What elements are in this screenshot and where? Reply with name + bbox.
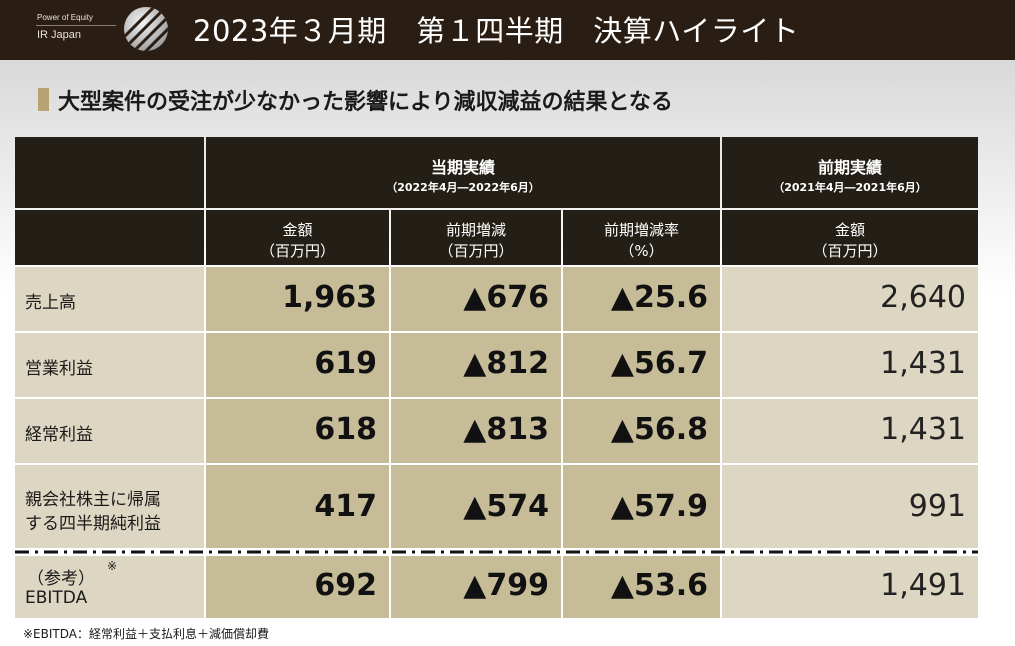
table-corner-cell-2: [15, 210, 204, 265]
current-period-range: （2022年4月―2022年6月）: [386, 181, 540, 194]
col-header-change-label: 前期増減: [445, 221, 506, 239]
row-amount: 618: [314, 412, 377, 447]
previous-period-header: 前期実績 （2021年4月―2021年6月）: [722, 137, 978, 208]
table-cell-prev: 1,491: [722, 556, 978, 618]
row-rate: ▲25.6: [610, 280, 708, 315]
row-label: 経常利益: [25, 425, 93, 445]
col-header-change-unit: （百万円）: [438, 242, 514, 260]
table-cell-amount: 417: [206, 465, 389, 548]
ir-japan-logo-icon: [124, 7, 168, 51]
table-cell-change: ▲813: [391, 399, 561, 463]
table-cell-prev: 1,431: [722, 399, 978, 463]
table-cell-change: ▲812: [391, 333, 561, 397]
table-cell-change: ▲676: [391, 267, 561, 331]
row-amount: 1,963: [282, 280, 377, 315]
row-label: 営業利益: [25, 359, 93, 379]
table-cell-rate: ▲56.7: [563, 333, 720, 397]
col-header-change: 前期増減 （百万円）: [391, 210, 561, 265]
row-rate: ▲57.9: [610, 489, 708, 524]
logo-tagline: Power of Equity: [37, 13, 94, 22]
col-header-amount-unit: （百万円）: [259, 242, 335, 260]
row-rate: ▲53.6: [610, 568, 708, 603]
row-rate: ▲56.7: [610, 346, 708, 381]
footnote: ※EBITDA：経常利益＋支払利息＋減価償却費: [23, 627, 269, 641]
table-row-label-cell: 売上高: [15, 267, 204, 331]
row-prev: 2,640: [880, 280, 966, 315]
row-change: ▲574: [463, 489, 549, 524]
col-header-rate: 前期増減率 （%）: [563, 210, 720, 265]
subheading-accent-bar: [38, 88, 49, 111]
row-label: 売上高: [25, 293, 76, 313]
row-change: ▲813: [463, 412, 549, 447]
row-change: ▲799: [463, 568, 549, 603]
table-cell-prev: 1,431: [722, 333, 978, 397]
table-row-label-cell: 営業利益: [15, 333, 204, 397]
row-prev: 1,431: [880, 412, 966, 447]
col-header-prev-amount-unit: （百万円）: [812, 242, 888, 260]
table-cell-rate: ▲25.6: [563, 267, 720, 331]
row-label-line1: （参考）: [27, 569, 95, 589]
row-change: ▲676: [463, 280, 549, 315]
table-cell-rate: ▲53.6: [563, 556, 720, 618]
note-mark: ※: [107, 559, 118, 573]
subheading: 大型案件の受注が少なかった影響により減収減益の結果となる: [58, 90, 673, 115]
row-prev: 1,431: [880, 346, 966, 381]
table-row-label-cell: 親会社株主に帰属 する四半期純利益: [15, 465, 204, 548]
col-header-amount: 金額 （百万円）: [206, 210, 389, 265]
table-cell-change: ▲799: [391, 556, 561, 618]
row-amount: 619: [314, 346, 377, 381]
ebitda-separator-line: [15, 550, 978, 554]
row-amount: 692: [314, 568, 377, 603]
row-amount: 417: [314, 489, 377, 524]
table-cell-rate: ▲57.9: [563, 465, 720, 548]
row-change: ▲812: [463, 346, 549, 381]
col-header-rate-label: 前期増減率: [603, 221, 679, 239]
current-period-title: 当期実績: [430, 158, 495, 177]
logo-divider: [36, 25, 116, 26]
table-row-label-cell: 経常利益: [15, 399, 204, 463]
previous-period-title: 前期実績: [817, 158, 882, 177]
table-cell-amount: 618: [206, 399, 389, 463]
previous-period-range: （2021年4月―2021年6月）: [773, 181, 927, 194]
table-cell-amount: 692: [206, 556, 389, 618]
row-label-line2: する四半期純利益: [25, 514, 161, 534]
current-period-header: 当期実績 （2022年4月―2022年6月）: [206, 137, 720, 208]
row-prev: 991: [908, 489, 966, 524]
col-header-amount-label: 金額: [282, 221, 313, 239]
header-bar: Power of Equity IR Japan 2023年３月期 第１四半期 …: [0, 0, 1015, 60]
table-row-label-cell: （参考） ※ EBITDA: [15, 556, 204, 618]
col-header-prev-amount: 金額 （百万円）: [722, 210, 978, 265]
row-label-line2: EBITDA: [25, 588, 88, 608]
table-cell-rate: ▲56.8: [563, 399, 720, 463]
col-header-prev-amount-label: 金額: [834, 221, 865, 239]
row-rate: ▲56.8: [610, 412, 708, 447]
table-cell-change: ▲574: [391, 465, 561, 548]
row-label-line1: 親会社株主に帰属: [25, 490, 161, 510]
table-cell-amount: 1,963: [206, 267, 389, 331]
table-corner-cell: [15, 137, 204, 208]
table-cell-amount: 619: [206, 333, 389, 397]
table-cell-prev: 2,640: [722, 267, 978, 331]
table-cell-prev: 991: [722, 465, 978, 548]
logo-name: IR Japan: [37, 29, 82, 41]
col-header-rate-unit: （%）: [619, 242, 664, 260]
row-prev: 1,491: [880, 568, 966, 603]
page-title: 2023年３月期 第１四半期 決算ハイライト: [193, 14, 800, 48]
